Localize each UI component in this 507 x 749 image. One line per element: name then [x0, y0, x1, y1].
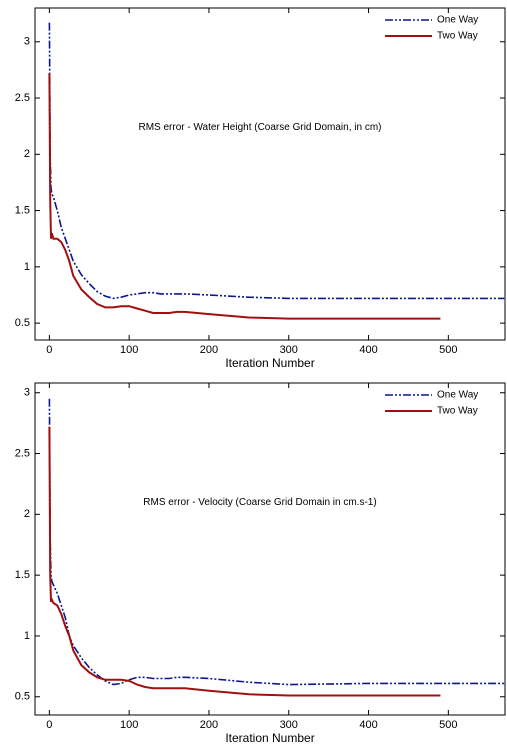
- y-tick-label: 0.5: [15, 691, 30, 703]
- plot-frame: [34, 382, 506, 716]
- y-tick-label: 2: [24, 148, 30, 160]
- x-tick-label: 300: [280, 719, 298, 731]
- x-tick-label: 200: [200, 344, 218, 356]
- plot-frame: [34, 7, 506, 341]
- annotation: RMS error - Water Height (Coarse Grid Do…: [138, 122, 381, 133]
- annotation: RMS error - Velocity (Coarse Grid Domain…: [143, 497, 376, 508]
- x-tick-label: 100: [120, 344, 138, 356]
- series-line: [48, 398, 505, 686]
- x-tick-label: 500: [439, 344, 457, 356]
- x-tick-label: 0: [46, 719, 52, 731]
- y-tick-label: 3: [24, 36, 30, 48]
- y-tick-label: 2.5: [15, 92, 30, 104]
- series-line: [48, 426, 441, 697]
- legend-label: Two Way: [437, 31, 478, 42]
- x-tick-label: 500: [439, 719, 457, 731]
- legend-label: One Way: [437, 15, 478, 26]
- x-tick-label: 0: [46, 344, 52, 356]
- y-tick-label: 0.5: [15, 317, 30, 329]
- legend-label: One Way: [437, 390, 478, 401]
- x-tick-label: 300: [280, 344, 298, 356]
- y-tick-label: 1.5: [15, 569, 30, 581]
- x-tick-label: 400: [359, 344, 377, 356]
- series-line: [48, 22, 505, 300]
- x-axis-title: Iteration Number: [225, 356, 314, 370]
- y-tick-label: 2.5: [15, 447, 30, 459]
- x-tick-label: 200: [200, 719, 218, 731]
- y-tick-label: 1: [24, 261, 30, 273]
- x-tick-label: 400: [359, 719, 377, 731]
- x-axis-title: Iteration Number: [225, 731, 314, 745]
- y-tick-label: 3: [24, 387, 30, 399]
- legend-label: Two Way: [437, 406, 478, 417]
- y-tick-label: 1: [24, 630, 30, 642]
- y-tick-label: 1.5: [15, 204, 30, 216]
- x-tick-label: 100: [120, 719, 138, 731]
- y-tick-label: 2: [24, 508, 30, 520]
- series-line: [48, 73, 441, 320]
